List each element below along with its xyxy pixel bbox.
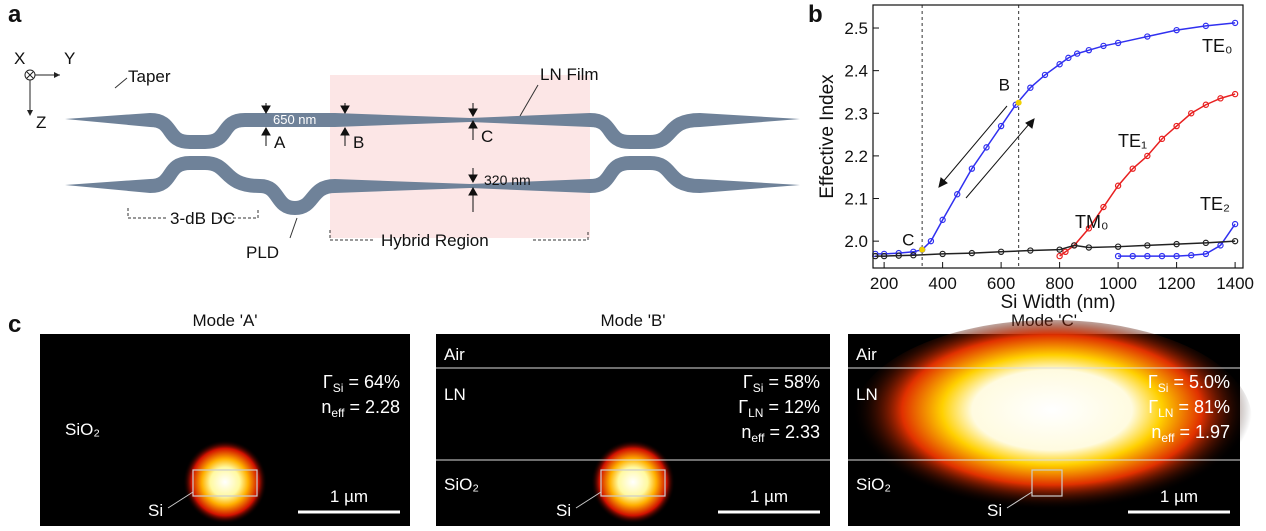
mode-field [591, 440, 675, 524]
x-tick-label: 600 [987, 274, 1015, 293]
sweep-arrows [939, 106, 1034, 198]
scale-label: 1 µm [750, 487, 788, 506]
layer-label: LN [444, 385, 466, 404]
ln-film [330, 75, 590, 238]
scale-label: 1 µm [330, 487, 368, 506]
stat-symbol: n [1151, 422, 1161, 442]
x-tick-label: 800 [1045, 274, 1073, 293]
y-tick-label: 2.0 [844, 232, 868, 251]
data-point [1233, 221, 1238, 226]
x-tick-label: 200 [870, 274, 898, 293]
data-point [1057, 253, 1062, 258]
marker [919, 247, 925, 253]
stat-subscript: LN [748, 406, 763, 420]
stat-value: = 2.28 [344, 397, 400, 417]
stat-symbol: Γ [738, 397, 748, 417]
x-tick-label: 1400 [1216, 274, 1254, 293]
mode-field [183, 440, 267, 524]
layer-label: SiO₂ [444, 475, 479, 494]
stat-subscript: Si [333, 381, 344, 395]
stat-subscript: eff [751, 431, 765, 445]
stat-symbol: n [741, 422, 751, 442]
layer-label: Air [444, 345, 465, 364]
series-label: TE₀ [1202, 36, 1232, 56]
stat-value: = 2.33 [764, 422, 820, 442]
stat-subscript: Si [1158, 381, 1169, 395]
y-tick-label: 2.4 [844, 62, 868, 81]
marker-label: B [999, 76, 1010, 95]
label: PLD [246, 243, 279, 262]
y-axis-label: Effective Index [817, 74, 838, 199]
mode-panels: Mode 'A'SiO₂SiΓSi = 64%neff = 2.281 µmMo… [40, 311, 1252, 526]
panel-letter: c [8, 311, 21, 338]
series-label: TM₀ [1075, 212, 1108, 232]
axis-label: Z [36, 113, 46, 132]
si-label: Si [987, 501, 1002, 520]
scale-label: 1 µm [1160, 487, 1198, 506]
stat-value: = 81% [1173, 397, 1230, 417]
stat-subscript: eff [1161, 431, 1175, 445]
label: 320 nm [484, 172, 531, 188]
stat-value: = 1.97 [1174, 422, 1230, 442]
marker [1016, 100, 1022, 106]
stat-subscript: eff [331, 406, 345, 420]
panel-letter: b [808, 1, 823, 28]
axis-label: Y [64, 49, 75, 68]
label: A [274, 133, 286, 152]
label: Hybrid Region [381, 231, 489, 250]
stat-symbol: Γ [743, 372, 753, 392]
x-axis-label: Si Width (nm) [1000, 292, 1115, 313]
stat-symbol: Γ [323, 372, 333, 392]
stat-symbol: Γ [1148, 372, 1158, 392]
label: C [481, 127, 493, 146]
x-tick-label: 1200 [1158, 274, 1196, 293]
series-line [1118, 224, 1235, 256]
mode-title: Mode 'A' [192, 311, 257, 330]
stat-value: = 64% [343, 372, 400, 392]
label: Taper [128, 67, 171, 86]
series-label: TE₁ [1118, 131, 1147, 151]
axis-label: X [14, 49, 25, 68]
label: 3-dB DC [170, 209, 235, 228]
y-tick-label: 2.3 [844, 104, 868, 123]
stat-value: = 12% [763, 397, 820, 417]
leader [290, 218, 297, 238]
label: B [353, 133, 364, 152]
y-tick-label: 2.1 [844, 190, 868, 209]
stat-subscript: LN [1158, 406, 1173, 420]
label: LN Film [540, 65, 599, 84]
marker-label: C [902, 231, 914, 250]
stat-value: = 5.0% [1168, 372, 1230, 392]
stat-symbol: n [321, 397, 331, 417]
panel-letter: a [8, 1, 22, 28]
layer-label: SiO₂ [856, 475, 891, 494]
chart: TE₀ TE₁ TE₂ TM₀ B C 200 400 600 800 1000 1200 1400 2.… [817, 5, 1254, 313]
layer-label: LN [856, 385, 878, 404]
stat-symbol: Γ [1148, 397, 1158, 417]
plot-frame [873, 5, 1243, 268]
y-tick-label: 2.5 [844, 19, 868, 38]
series-label: TE₂ [1200, 194, 1230, 214]
axes-icon [25, 70, 60, 116]
stat-subscript: Si [753, 381, 764, 395]
label: 650 nm [273, 112, 316, 127]
layer-label: Air [856, 345, 877, 364]
x-tick-label: 400 [928, 274, 956, 293]
x-tick-label: 1000 [1099, 274, 1137, 293]
figure: a X Y Z Taper LN Film 650 nm A B C 320 n… [0, 0, 1266, 526]
layer-label: SiO₂ [65, 420, 100, 439]
y-tick-label: 2.2 [844, 147, 868, 166]
mode-title: Mode 'B' [600, 311, 665, 330]
si-label: Si [148, 501, 163, 520]
series-line [875, 23, 1235, 254]
stat-value: = 58% [763, 372, 820, 392]
leader [115, 78, 127, 88]
si-label: Si [556, 501, 571, 520]
